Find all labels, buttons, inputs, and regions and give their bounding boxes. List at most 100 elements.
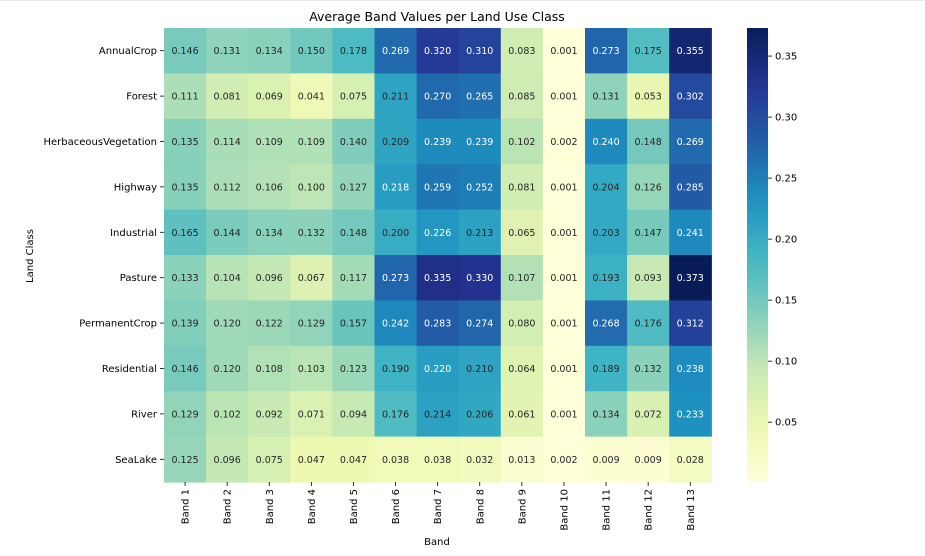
heatmap-cell: [374, 300, 418, 347]
cell-value-label: 0.239: [424, 137, 451, 148]
heatmap-cell: [500, 118, 544, 165]
cell-value-label: 0.239: [466, 137, 493, 148]
cell-value-label: 0.220: [424, 364, 451, 375]
heatmap-cell: [458, 345, 502, 392]
cell-value-label: 0.109: [298, 137, 325, 148]
heatmap-cell: [206, 300, 249, 347]
cell-value-label: 0.072: [635, 409, 662, 420]
heatmap-cell: [416, 255, 460, 301]
heatmap-cell: [669, 118, 712, 165]
heatmap-cell: [500, 391, 544, 438]
cell-value-label: 0.028: [677, 455, 704, 466]
x-tick-label: Band 6: [391, 489, 402, 524]
cell-value-label: 0.210: [466, 364, 493, 375]
top-border-line: [0, 0, 925, 1]
x-tick-label: Band 11: [602, 489, 613, 531]
heatmap-cell: [627, 209, 670, 256]
cell-value-label: 0.096: [256, 273, 283, 284]
cell-value-label: 0.001: [550, 92, 577, 103]
cell-value-label: 0.001: [550, 364, 577, 375]
heatmap-cell: [290, 209, 333, 256]
cell-value-label: 0.146: [171, 46, 198, 57]
x-tick-label: Band 5: [349, 489, 360, 524]
cell-value-label: 0.108: [256, 364, 283, 375]
x-tick-label: Band 9: [517, 489, 528, 524]
cell-value-label: 0.001: [550, 182, 577, 193]
heatmap-cell: [416, 436, 460, 483]
heatmap-cell: [206, 209, 249, 256]
heatmap-cell: [627, 73, 670, 120]
cell-value-label: 0.273: [592, 46, 619, 57]
heatmap-cell: [290, 391, 333, 438]
cell-value-label: 0.269: [677, 137, 704, 148]
cell-value-label: 0.092: [256, 409, 283, 420]
cell-value-label: 0.067: [298, 273, 325, 284]
heatmap-cell: [206, 345, 249, 392]
y-tick-label: Highway: [114, 182, 157, 193]
heatmap-cell: [332, 345, 376, 392]
heatmap-cell: [627, 391, 670, 438]
cell-value-label: 0.203: [592, 228, 619, 239]
cell-value-label: 0.355: [677, 46, 704, 57]
cell-value-label: 0.242: [382, 319, 409, 330]
heatmap-cell: [206, 118, 249, 165]
cell-value-label: 0.190: [382, 364, 409, 375]
cell-value-label: 0.134: [256, 46, 283, 57]
heatmap-cell: [332, 209, 376, 256]
cell-value-label: 0.147: [635, 228, 662, 239]
cell-value-label: 0.240: [592, 137, 619, 148]
cell-value-label: 0.013: [508, 455, 535, 466]
cell-value-label: 0.193: [592, 273, 619, 284]
cell-value-label: 0.103: [298, 364, 325, 375]
heatmap-cell: [542, 436, 586, 483]
x-axis-label: Band: [424, 537, 450, 548]
cell-value-label: 0.283: [424, 319, 451, 330]
heatmap-cell: [669, 345, 712, 392]
cell-value-label: 0.093: [635, 273, 662, 284]
cell-value-label: 0.312: [677, 319, 704, 330]
cell-value-label: 0.096: [214, 455, 241, 466]
heatmap-cell: [585, 28, 628, 74]
cell-value-label: 0.252: [466, 182, 493, 193]
cell-value-label: 0.120: [214, 364, 241, 375]
heatmap-cell: [374, 209, 418, 256]
cell-value-label: 0.373: [677, 273, 704, 284]
heatmap-cell: [500, 28, 544, 74]
heatmap-cell: [332, 436, 376, 483]
heatmap-cell: [332, 73, 376, 120]
heatmap-cell: [416, 300, 460, 347]
cell-value-label: 0.127: [340, 182, 367, 193]
cell-value-label: 0.080: [508, 319, 535, 330]
y-tick-label: SeaLake: [115, 455, 157, 466]
cell-value-label: 0.132: [635, 364, 662, 375]
cell-value-label: 0.274: [466, 319, 493, 330]
cell-value-label: 0.002: [550, 137, 577, 148]
cell-value-label: 0.148: [635, 137, 662, 148]
cell-value-label: 0.204: [592, 182, 619, 193]
x-tick-label: Band 12: [644, 489, 655, 531]
cell-value-label: 0.102: [214, 409, 241, 420]
cell-value-label: 0.094: [340, 409, 367, 420]
heatmap-cell: [164, 345, 207, 392]
cell-value-label: 0.132: [298, 228, 325, 239]
cell-value-label: 0.038: [382, 455, 409, 466]
heatmap-cell: [585, 300, 628, 347]
heatmap-cell: [627, 436, 670, 483]
cell-value-label: 0.259: [424, 182, 451, 193]
x-tick-label: Band 8: [475, 489, 486, 524]
cell-value-label: 0.009: [592, 455, 619, 466]
cell-value-label: 0.112: [214, 182, 241, 193]
heatmap-cell: [669, 28, 712, 74]
cell-value-label: 0.009: [635, 455, 662, 466]
cell-value-label: 0.125: [171, 455, 198, 466]
cell-value-label: 0.001: [550, 273, 577, 284]
cell-value-label: 0.233: [677, 409, 704, 420]
heatmap-cell: [374, 73, 418, 120]
heatmap-cell: [669, 391, 712, 438]
cell-value-label: 0.270: [424, 92, 451, 103]
cell-value-label: 0.075: [256, 455, 283, 466]
heatmap-cell: [542, 118, 586, 165]
y-tick-label: River: [131, 409, 158, 420]
heatmap-cell: [290, 164, 333, 211]
heatmap-cell: [542, 28, 586, 74]
